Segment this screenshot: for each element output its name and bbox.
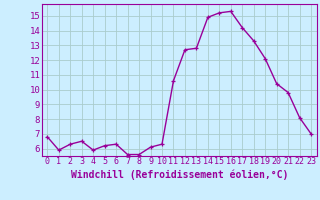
X-axis label: Windchill (Refroidissement éolien,°C): Windchill (Refroidissement éolien,°C): [70, 169, 288, 180]
